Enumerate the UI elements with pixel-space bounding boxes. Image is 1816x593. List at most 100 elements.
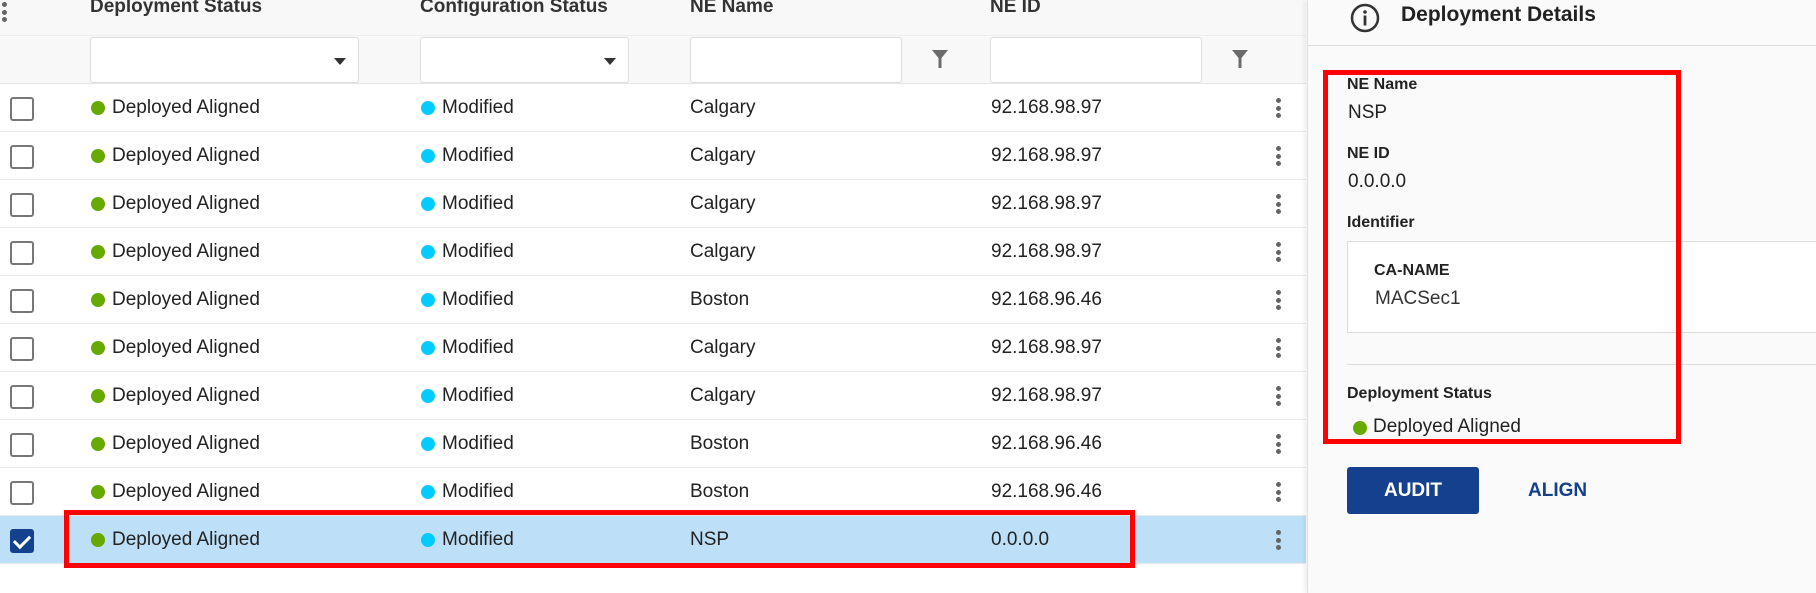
panel-title: Deployment Details (1401, 3, 1596, 26)
table-row[interactable]: Deployed Aligned Modified Calgary 92.168.98… (0, 228, 1306, 276)
row-checkbox[interactable] (10, 385, 34, 409)
identifier-label: Identifier (1347, 214, 1415, 231)
audit-button[interactable]: AUDIT (1347, 467, 1479, 514)
ne-id-cell: 92.168.98.97 (991, 241, 1102, 262)
ne-id-cell: 92.168.98.97 (991, 385, 1102, 406)
row-menu-icon[interactable] (1274, 240, 1282, 264)
ne-name-cell: Calgary (690, 337, 756, 358)
status-dot-icon (421, 485, 435, 499)
deployment-details-panel: Deployment Details NE Name NSP NE ID 0.0… (1307, 0, 1816, 593)
align-button[interactable]: ALIGN (1528, 479, 1588, 501)
ne-name-value: NSP (1348, 102, 1388, 123)
status-dot-icon (91, 533, 105, 547)
row-checkbox[interactable] (10, 97, 34, 121)
ne-id-cell: 92.168.98.97 (991, 337, 1102, 358)
filter-icon[interactable] (932, 50, 948, 68)
column-header-configuration-status[interactable]: Configuration Status (420, 0, 608, 17)
row-checkbox[interactable] (10, 145, 34, 169)
table-row[interactable]: Deployed Aligned Modified NSP 0.0.0.0 (0, 516, 1306, 564)
deployment-status-cell: Deployed Aligned (112, 337, 260, 358)
row-checkbox[interactable] (10, 433, 34, 457)
configuration-status-cell: Modified (442, 289, 514, 310)
configuration-status-cell: Modified (442, 193, 514, 214)
status-dot-icon (421, 293, 435, 307)
filter-icon[interactable] (1232, 50, 1248, 68)
ne-id-cell: 92.168.96.46 (991, 289, 1102, 310)
ne-name-cell: Calgary (690, 241, 756, 262)
deployment-status-cell: Deployed Aligned (112, 193, 260, 214)
table-row[interactable]: Deployed Aligned Modified Calgary 92.168.98… (0, 84, 1306, 132)
identifier-value: MACSec1 (1375, 288, 1461, 309)
row-menu-icon[interactable] (1274, 144, 1282, 168)
ne-name-cell: Calgary (690, 193, 756, 214)
row-checkbox[interactable] (10, 529, 34, 553)
column-header-ne-name[interactable]: NE Name (690, 0, 774, 17)
status-dot-icon (91, 389, 105, 403)
ne-name-filter-input[interactable] (690, 37, 902, 83)
configuration-status-cell: Modified (442, 433, 514, 454)
status-dot-icon (91, 485, 105, 499)
ne-id-cell: 92.168.96.46 (991, 433, 1102, 454)
deployment-status-cell: Deployed Aligned (112, 433, 260, 454)
configuration-status-cell: Modified (442, 385, 514, 406)
table-row[interactable]: Deployed Aligned Modified Calgary 92.168.98… (0, 132, 1306, 180)
table-row[interactable]: Deployed Aligned Modified Boston 92.168.96.… (0, 468, 1306, 516)
status-dot-icon (91, 437, 105, 451)
row-menu-icon[interactable] (1274, 96, 1282, 120)
deployment-status-filter-select[interactable] (90, 37, 359, 83)
row-checkbox[interactable] (10, 241, 34, 265)
table-row[interactable]: Deployed Aligned Modified Calgary 92.168.98… (0, 324, 1306, 372)
row-menu-icon[interactable] (1274, 480, 1282, 504)
status-dot-icon (421, 437, 435, 451)
ne-name-cell: Boston (690, 433, 750, 454)
row-menu-icon[interactable] (1274, 432, 1282, 456)
status-dot-icon (91, 245, 105, 259)
ne-name-cell: Calgary (690, 97, 756, 118)
status-dot-icon (421, 245, 435, 259)
row-checkbox[interactable] (10, 193, 34, 217)
ne-id-filter-input[interactable] (990, 37, 1202, 83)
chevron-down-icon (334, 58, 346, 65)
table-row[interactable]: Deployed Aligned Modified Calgary 92.168.98… (0, 372, 1306, 420)
deployment-status-value: Deployed Aligned (1373, 416, 1521, 437)
configuration-status-cell: Modified (442, 481, 514, 502)
row-menu-icon[interactable] (1274, 528, 1282, 552)
deployment-status-label: Deployment Status (1347, 385, 1492, 402)
row-menu-icon[interactable] (1274, 192, 1282, 216)
column-menu-icon[interactable] (0, 0, 8, 24)
row-menu-icon[interactable] (1274, 384, 1282, 408)
row-menu-icon[interactable] (1274, 288, 1282, 312)
deployment-status-cell: Deployed Aligned (112, 241, 260, 262)
ne-id-cell: 92.168.98.97 (991, 145, 1102, 166)
ne-id-value: 0.0.0.0 (1348, 171, 1407, 192)
table-row[interactable]: Deployed Aligned Modified Boston 92.168.96.… (0, 276, 1306, 324)
identifier-box: CA-NAME MACSec1 (1347, 241, 1816, 333)
ne-name-cell: Calgary (690, 145, 756, 166)
status-dot-icon (91, 197, 105, 211)
ne-id-cell: 0.0.0.0 (991, 529, 1050, 550)
configuration-status-filter-select[interactable] (420, 37, 629, 83)
column-header-deployment-status[interactable]: Deployment Status (90, 0, 263, 17)
deployment-table: Deployment Status Configuration Status N… (0, 0, 1306, 593)
row-checkbox[interactable] (10, 337, 34, 361)
table-row[interactable]: Deployed Aligned Modified Calgary 92.168.98… (0, 180, 1306, 228)
configuration-status-cell: Modified (442, 529, 514, 550)
row-checkbox[interactable] (10, 481, 34, 505)
table-row[interactable]: Deployed Aligned Modified Boston 92.168.96.… (0, 420, 1306, 468)
configuration-status-cell: Modified (442, 145, 514, 166)
row-menu-icon[interactable] (1274, 336, 1282, 360)
status-dot-icon (421, 341, 435, 355)
info-icon (1350, 3, 1380, 33)
status-dot-icon (1353, 421, 1367, 435)
configuration-status-cell: Modified (442, 241, 514, 262)
deployment-status-cell: Deployed Aligned (112, 385, 260, 406)
ne-id-cell: 92.168.98.97 (991, 97, 1102, 118)
deployment-status-cell: Deployed Aligned (112, 97, 260, 118)
ne-name-cell: Boston (690, 289, 750, 310)
column-header-ne-id[interactable]: NE ID (990, 0, 1041, 17)
ne-name-cell: Calgary (690, 385, 756, 406)
deployment-status-cell: Deployed Aligned (112, 529, 260, 550)
filter-row (0, 35, 1306, 84)
row-checkbox[interactable] (10, 289, 34, 313)
chevron-down-icon (604, 58, 616, 65)
